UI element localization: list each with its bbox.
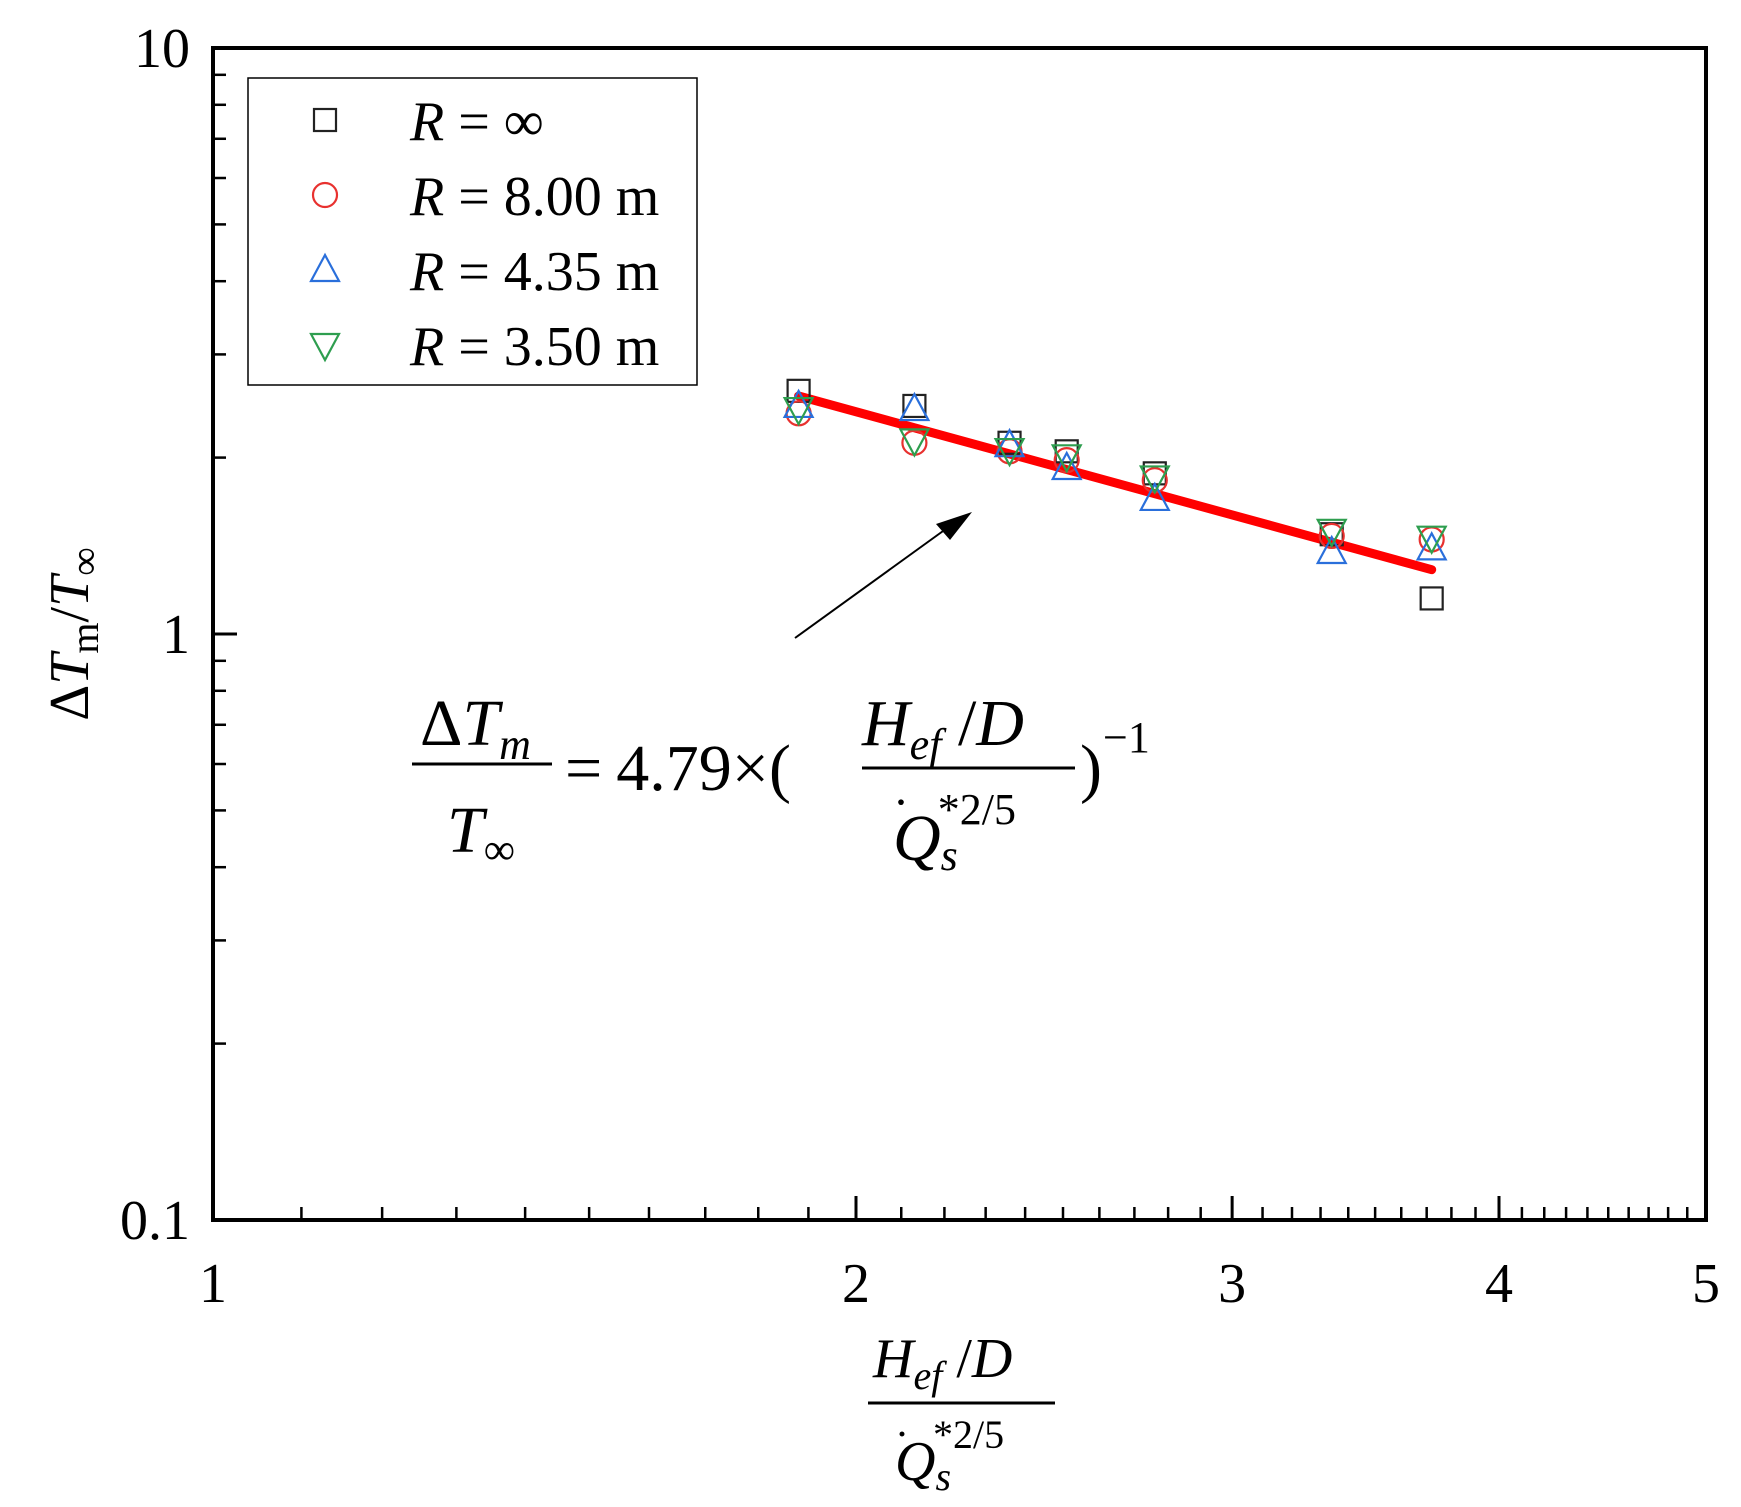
fit-line [794,391,1437,575]
y-tick-label: 1 [162,604,190,666]
x-tick-label: 4 [1485,1253,1513,1315]
legend-entry-2: R = 8.00 m [409,166,659,228]
legend-entry-3: R = 4.35 m [409,241,659,303]
data-point-triangle-down [782,396,815,427]
data-point-triangle-up [1138,481,1171,512]
axis-ticks [211,46,1708,1222]
data-point-triangle-up [898,391,931,422]
eq-rhs: = 4.79×( [565,732,791,805]
data-point-triangle-up [1315,534,1348,565]
plot-frame [211,46,1708,1222]
y-tick-label: 0.1 [120,1190,190,1252]
legend-marker-triangle-up [309,252,341,283]
x-tick-label: 1 [199,1253,227,1315]
fit-equation: ΔTm T∞ = 4.79×( Hef /D · Qs*2/5 ) −1 [412,687,1150,880]
data-point-triangle-down [1050,444,1083,474]
x-tick-label: 3 [1218,1253,1246,1315]
data-markers [782,378,1448,611]
legend: R = ∞ R = 8.00 m R = 4.35 m R = 3.50 m [247,77,698,386]
legend-marker-square [312,107,338,133]
x-tick-label: 5 [1692,1253,1720,1315]
data-point-square [1419,586,1444,611]
data-point-triangle-up [1415,531,1448,561]
eq-denominator: T∞ [447,794,515,874]
y-axis-label: ΔTm/T∞ [39,547,107,721]
x-label-numerator: Hef /D [872,1328,1012,1398]
legend-entry-1: R = ∞ [409,91,544,153]
legend-marker-triangle-down [309,332,341,363]
data-point-triangle-down [1138,465,1171,495]
data-point-circle [901,429,928,456]
eq-power: −1 [1103,713,1150,762]
eq-inner-dot: · [893,776,909,829]
arrow-shaft [794,525,951,639]
legend-markers [309,107,341,363]
data-point-triangle-up [782,388,815,419]
data-point-triangle-down [1415,525,1448,556]
data-point-triangle-down [1315,518,1348,549]
eq-inner-numerator: Hef /D [861,687,1024,769]
annotation-arrow [794,512,972,639]
arrow-head [936,512,972,540]
data-point-triangle-down [993,437,1026,468]
data-point-circle [1141,467,1168,494]
data-point-triangle-up [1050,450,1083,481]
x-tick-label: 2 [842,1253,870,1315]
data-point-triangle-down [898,428,931,458]
x-axis-label: Hef /D · Qs*2/5 [868,1328,1055,1499]
y-tick-label: 10 [134,18,190,80]
legend-entry-4: R = 3.50 m [409,316,659,378]
x-label-denominator: Qs*2/5 [895,1412,1004,1499]
data-point-square [902,393,927,419]
x-label-dot: · [895,1412,909,1458]
data-point-triangle-up [993,427,1026,458]
legend-marker-circle [311,181,339,209]
eq-rparen: ) [1080,732,1102,805]
eq-numerator: ΔTm [420,687,531,769]
eq-inner-denominator: Qs*2/5 [893,785,1016,880]
